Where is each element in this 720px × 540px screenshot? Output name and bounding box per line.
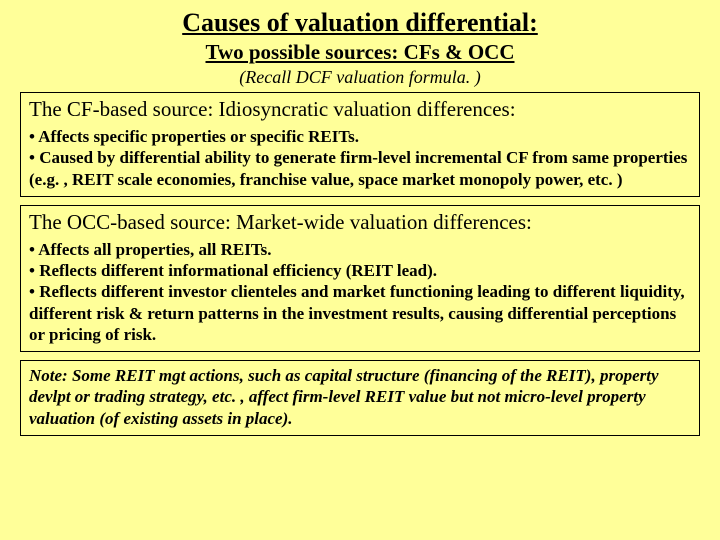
bullet-text: • Reflects different informational effic… <box>29 260 691 281</box>
bullet-text: • Affects all properties, all REITs. <box>29 239 691 260</box>
section-heading-occ: The OCC-based source: Market-wide valuat… <box>29 210 691 235</box>
note-text: Note: Some REIT mgt actions, such as cap… <box>29 365 691 429</box>
section-cf-source: The CF-based source: Idiosyncratic valua… <box>20 92 700 197</box>
bullet-text: • Affects specific properties or specifi… <box>29 126 691 147</box>
section-heading-cf: The CF-based source: Idiosyncratic valua… <box>29 97 691 122</box>
recall-note: (Recall DCF valuation formula. ) <box>20 67 700 88</box>
slide-subtitle: Two possible sources: CFs & OCC <box>20 40 700 65</box>
bullet-text: • Caused by differential ability to gene… <box>29 147 691 190</box>
section-occ-source: The OCC-based source: Market-wide valuat… <box>20 205 700 352</box>
slide-title: Causes of valuation differential: <box>20 8 700 38</box>
slide-container: Causes of valuation differential: Two po… <box>0 0 720 540</box>
note-section: Note: Some REIT mgt actions, such as cap… <box>20 360 700 436</box>
bullet-text: • Reflects different investor clienteles… <box>29 281 691 345</box>
